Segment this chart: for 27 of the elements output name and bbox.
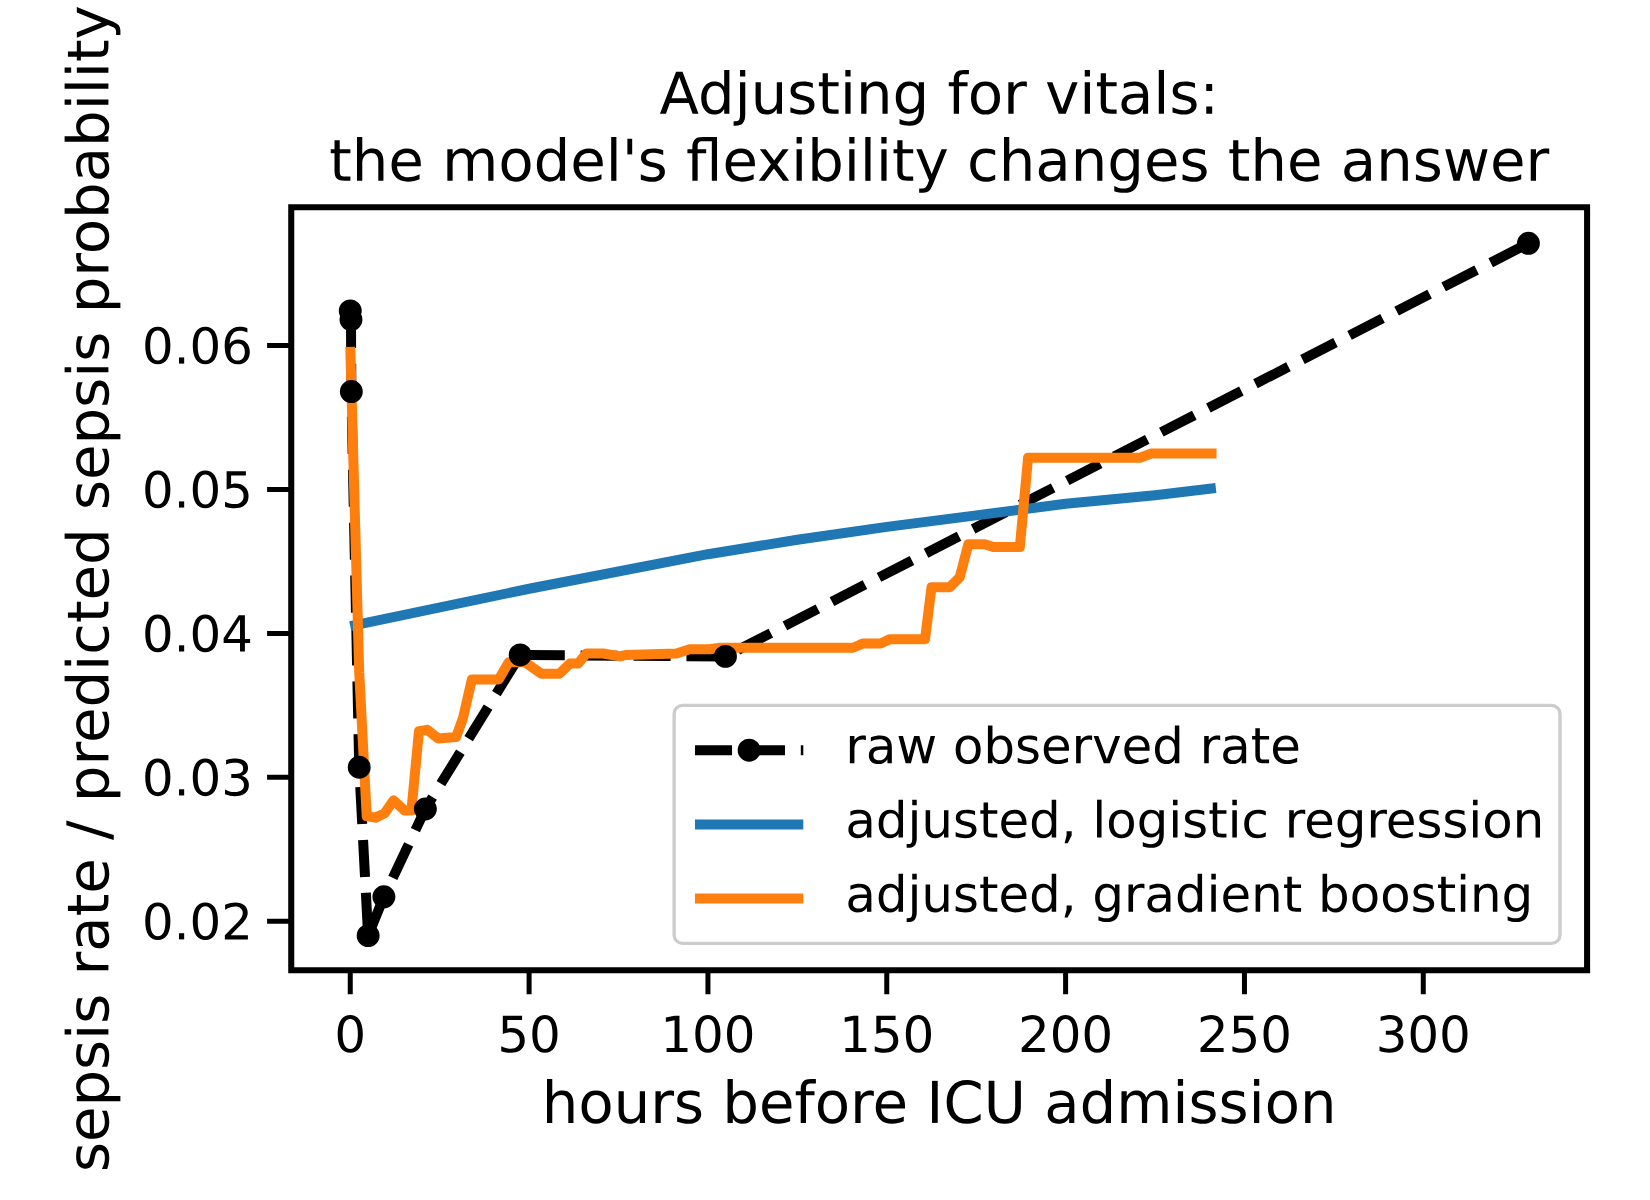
y-tick-label: 0.03 — [145, 758, 249, 797]
point — [347, 755, 371, 779]
x-tick-label: 0 — [337, 1015, 363, 1053]
x-tick-label: 300 — [1379, 1015, 1468, 1053]
point — [714, 644, 737, 668]
point — [339, 380, 363, 404]
y-axis-title: sepsis rate / predicted sepsis probability — [64, 7, 121, 1169]
legend-label: adjusted, gradient boosting — [848, 873, 1529, 923]
x-axis-title: hours before ICU admission — [547, 1079, 1332, 1124]
legend-label: adjusted, logistic regression — [848, 799, 1541, 848]
point — [356, 924, 380, 948]
x-tick-label: 150 — [844, 1015, 931, 1053]
chart-title: Adjusting for vitals: — [659, 69, 1213, 126]
x-tick-label: 250 — [1200, 1015, 1289, 1053]
point — [1516, 231, 1540, 255]
y-tick-label: 0.04 — [145, 614, 251, 653]
chart-subtitle: the model's flexibility changes the answer — [330, 137, 1550, 193]
point — [372, 885, 396, 909]
y-tick-label: 0.05 — [145, 470, 249, 509]
legend-label: raw observed rate — [849, 725, 1299, 765]
point — [413, 797, 437, 821]
y-tick-label: 0.06 — [145, 326, 250, 365]
x-tick-label: 50 — [501, 1015, 558, 1053]
point — [508, 643, 532, 667]
y-tick-label: 0.02 — [145, 902, 248, 941]
x-tick-label: 100 — [665, 1015, 753, 1053]
x-tick-label: 200 — [1021, 1015, 1110, 1053]
